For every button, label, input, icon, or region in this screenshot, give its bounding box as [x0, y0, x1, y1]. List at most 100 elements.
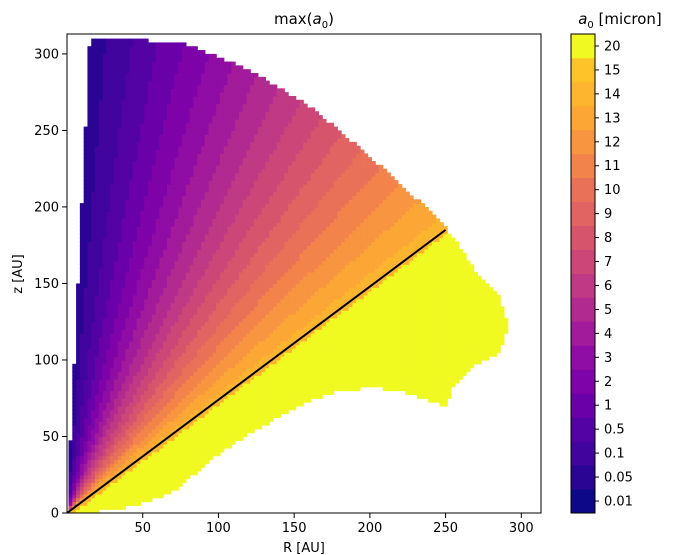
heatmap-cell	[95, 432, 100, 438]
heatmap-cell	[193, 260, 198, 265]
heatmap-cell	[193, 88, 198, 93]
heatmap-cell	[83, 130, 89, 135]
heatmap-cell	[113, 352, 119, 357]
heatmap-cell	[159, 352, 164, 357]
heatmap-cell	[201, 417, 206, 422]
heatmap-cell	[174, 275, 179, 281]
heatmap-cell	[102, 359, 107, 365]
heatmap-cell	[238, 218, 244, 223]
heatmap-cell	[223, 130, 229, 135]
heatmap-cell	[148, 283, 153, 288]
heatmap-cell	[148, 398, 153, 403]
heatmap-cell	[95, 382, 100, 388]
heatmap-cell	[95, 95, 100, 101]
heatmap-cell	[72, 386, 77, 392]
heatmap-cell	[204, 134, 210, 139]
heatmap-cell	[159, 229, 164, 235]
heatmap-cell	[223, 107, 229, 112]
heatmap-cell	[129, 134, 134, 139]
heatmap-cell	[235, 398, 240, 403]
heatmap-cell	[212, 218, 217, 223]
heatmap-cell	[159, 337, 164, 342]
heatmap-cell	[231, 65, 236, 70]
heatmap-cell	[201, 73, 206, 78]
heatmap-cell	[91, 317, 96, 323]
heatmap-cell	[148, 271, 153, 277]
heatmap-cell	[106, 107, 111, 112]
heatmap-cell	[174, 222, 179, 227]
heatmap-cell	[83, 379, 89, 384]
heatmap-cell	[155, 321, 160, 327]
heatmap-cell	[102, 493, 107, 499]
heatmap-cell	[148, 53, 153, 59]
heatmap-cell	[83, 275, 89, 281]
heatmap-cell	[110, 363, 115, 369]
heatmap-cell	[129, 497, 134, 503]
heatmap-cell	[216, 218, 221, 223]
heatmap-cell	[148, 451, 153, 457]
heatmap-cell	[117, 398, 123, 403]
heatmap-cell	[163, 371, 168, 376]
heatmap-cell	[189, 348, 195, 353]
heatmap-cell	[231, 314, 236, 319]
heatmap-cell	[110, 279, 115, 285]
heatmap-cell	[113, 298, 119, 304]
heatmap-cell	[129, 390, 134, 395]
heatmap-cell	[216, 76, 221, 82]
heatmap-cell	[136, 99, 142, 105]
heatmap-cell	[174, 237, 179, 242]
heatmap-cell	[185, 459, 191, 464]
heatmap-cell	[178, 218, 183, 223]
heatmap-cell	[117, 421, 123, 426]
heatmap-cell	[163, 467, 168, 472]
heatmap-cell	[231, 73, 236, 78]
heatmap-cell	[197, 447, 202, 453]
heatmap-cell	[129, 421, 134, 426]
heatmap-cell	[174, 294, 179, 300]
heatmap-cell	[185, 92, 191, 97]
heatmap-cell	[113, 505, 119, 510]
heatmap-cell	[155, 482, 160, 487]
heatmap-cell	[151, 172, 157, 177]
heatmap-cell	[155, 298, 160, 304]
heatmap-cell	[144, 359, 149, 365]
heatmap-cell	[83, 352, 89, 357]
heatmap-cell	[83, 444, 89, 449]
heatmap-cell	[174, 405, 179, 411]
heatmap-cell	[223, 287, 229, 292]
heatmap-cell	[193, 95, 198, 101]
heatmap-cell	[163, 329, 168, 334]
heatmap-cell	[83, 451, 89, 457]
heatmap-cell	[182, 275, 187, 281]
heatmap-cell	[182, 314, 187, 319]
heatmap-cell	[182, 379, 187, 384]
heatmap-cell	[193, 467, 198, 472]
heatmap-cell	[193, 425, 198, 430]
heatmap-cell	[102, 470, 107, 476]
heatmap-cell	[163, 199, 168, 204]
heatmap-cell	[208, 103, 213, 109]
heatmap-cell	[216, 436, 221, 441]
heatmap-cell	[170, 394, 176, 399]
heatmap-cell	[159, 333, 164, 338]
heatmap-cell	[83, 134, 89, 139]
heatmap-cell	[185, 206, 191, 212]
heatmap-cell	[87, 111, 92, 116]
heatmap-cell	[163, 287, 168, 292]
heatmap-cell	[151, 486, 157, 491]
heatmap-cell	[216, 233, 221, 239]
heatmap-cell	[185, 84, 191, 89]
heatmap-cell	[231, 321, 236, 327]
heatmap-cell	[155, 451, 160, 457]
heatmap-cell	[174, 50, 179, 55]
heatmap-cell	[102, 164, 107, 170]
heatmap-cell	[76, 509, 81, 513]
heatmap-cell	[98, 428, 104, 434]
heatmap-cell	[185, 382, 191, 388]
heatmap-cell	[95, 233, 100, 239]
heatmap-cell	[79, 363, 85, 369]
heatmap-cell	[76, 447, 81, 453]
heatmap-cell	[79, 237, 85, 242]
heatmap-cell	[235, 214, 240, 220]
heatmap-cell	[212, 214, 217, 220]
